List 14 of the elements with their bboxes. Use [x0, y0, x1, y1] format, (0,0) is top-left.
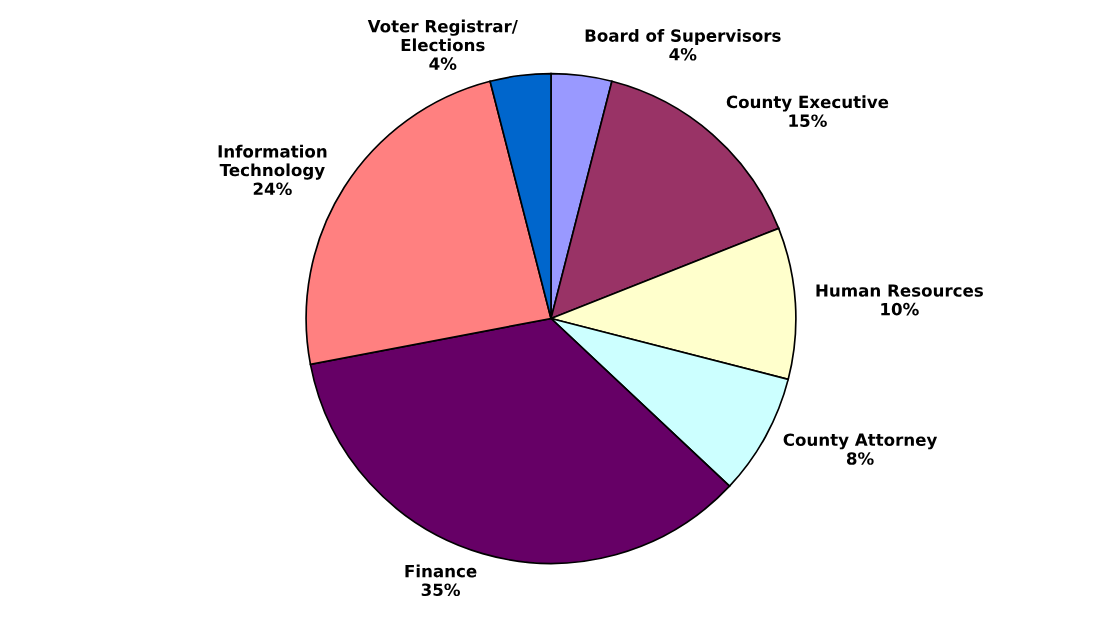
slice-label: County Executive — [726, 95, 889, 112]
slice-label: Information Technology — [218, 144, 327, 180]
data-label: 10% — [881, 302, 919, 316]
data-label: 24% — [253, 182, 292, 196]
data-label: 35% — [421, 583, 460, 597]
data-label: 4% — [429, 57, 457, 70]
slice-label: Human Resources — [816, 284, 983, 297]
data-label: 8% — [846, 452, 874, 465]
slice-label: Voter Registrar/ Elections — [367, 19, 518, 52]
data-label: 15% — [789, 114, 827, 127]
slice-label: Finance — [405, 564, 477, 578]
data-label: 4% — [669, 47, 697, 61]
slice-label: County Attorney — [783, 433, 938, 450]
slice-label: Board of Supervisors — [585, 28, 781, 46]
